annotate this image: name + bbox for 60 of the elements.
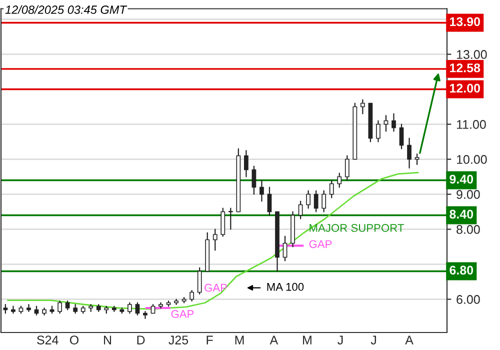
annotation: 12/08/2025 03:45 GMT — [5, 5, 128, 14]
ref-line-label: 9.40 — [450, 174, 474, 184]
y-tick-label: 13.00 — [456, 50, 487, 59]
annotation: GAP — [309, 240, 332, 248]
candlestick — [314, 190, 318, 212]
candlestick — [244, 150, 248, 178]
candlestick — [376, 120, 380, 142]
candlestick — [322, 190, 326, 212]
ref-line-label: 12.00 — [450, 84, 480, 93]
candlestick — [252, 166, 256, 195]
candlestick — [197, 267, 202, 295]
candlestick — [414, 153, 420, 166]
x-tick-label: J25 — [168, 336, 188, 344]
y-tick-label: 6.00 — [456, 295, 480, 304]
candlestick — [128, 302, 132, 314]
candlestick — [329, 180, 334, 198]
x-tick-label: A — [405, 336, 414, 344]
candlestick — [26, 304, 31, 312]
line-series — [6, 172, 419, 310]
candlestick — [190, 290, 194, 302]
ref-line-label: 6.80 — [450, 266, 474, 275]
candlestick — [298, 200, 303, 220]
x-tick-label: A — [270, 336, 278, 344]
candlestick — [174, 298, 178, 306]
candlestick — [337, 172, 342, 188]
candlestick — [228, 208, 233, 230]
candlestick — [58, 300, 62, 314]
ref-line-label: 8.40 — [450, 210, 474, 219]
candlestick — [407, 138, 412, 169]
y-tick-label: 8.00 — [456, 225, 480, 234]
ref-line-label: 12.58 — [450, 63, 480, 72]
annotation: MA 100 — [267, 282, 304, 291]
candlestick — [11, 306, 16, 314]
x-tick-label: M — [235, 336, 244, 344]
candlestick — [267, 186, 272, 216]
x-tick-label: N — [104, 336, 111, 344]
annotation: GAP — [171, 310, 194, 318]
candlestick — [220, 208, 226, 237]
x-tick-label: J — [370, 336, 376, 344]
x-tick-label: J — [338, 336, 343, 344]
y-tick-label: 10.00 — [456, 155, 487, 164]
x-tick-label: O — [70, 336, 78, 344]
y-tick-label: 9.00 — [456, 190, 480, 199]
candlestick — [399, 124, 404, 150]
x-tick-label: F — [206, 336, 213, 344]
candlestick — [135, 302, 140, 316]
annotation: MAJOR SUPPORT — [310, 224, 404, 232]
candlestick — [212, 228, 218, 251]
y-tick-label: 11.00 — [456, 120, 486, 129]
candlestick — [282, 236, 288, 262]
candlestick — [306, 190, 311, 209]
candlestick — [260, 180, 264, 202]
x-tick-label: S24 — [37, 336, 58, 344]
candlestick — [392, 113, 396, 132]
ref-line-label: 13.90 — [450, 17, 480, 26]
x-tick-label: M — [303, 336, 312, 344]
candlestick — [344, 155, 350, 181]
candlestick — [143, 310, 148, 320]
x-tick-label: D — [137, 336, 145, 344]
candlestick — [360, 99, 365, 114]
